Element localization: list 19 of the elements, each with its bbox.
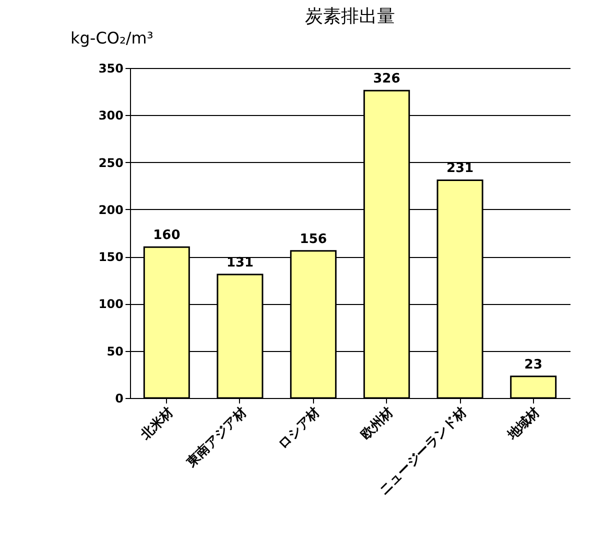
y-tick-label: 200 bbox=[98, 202, 124, 217]
x-tick-label: 地域材 bbox=[504, 404, 544, 444]
y-tick-label: 50 bbox=[106, 344, 124, 358]
chart-title: 炭素排出量 bbox=[305, 6, 395, 27]
x-tick-label: ロシア材 bbox=[276, 404, 324, 452]
data-label: 23 bbox=[524, 357, 542, 372]
y-tick-label: 150 bbox=[98, 250, 124, 264]
x-tick-label: 欧州材 bbox=[358, 404, 397, 443]
data-label: 160 bbox=[153, 228, 180, 244]
y-tick-label: 300 bbox=[98, 108, 124, 123]
y-tick-label: 250 bbox=[98, 156, 124, 170]
y-tick-label: 0 bbox=[115, 392, 124, 406]
y-tick-label: 100 bbox=[98, 297, 124, 312]
data-label: 156 bbox=[300, 232, 327, 247]
y-tick-label: 350 bbox=[98, 62, 124, 76]
data-label: 326 bbox=[373, 72, 400, 87]
x-tick-label: 北米材 bbox=[138, 404, 177, 444]
x-tick-label: 東南アジア材 bbox=[183, 404, 250, 472]
y-axis-title: kg-CO₂/m³ bbox=[70, 28, 154, 48]
